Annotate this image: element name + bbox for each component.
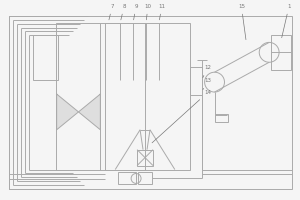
Bar	[138, 172, 152, 184]
Text: 15: 15	[238, 4, 246, 40]
Polygon shape	[79, 94, 100, 130]
Bar	[56, 23, 145, 170]
Bar	[105, 23, 190, 170]
Bar	[214, 114, 229, 122]
Text: 11: 11	[158, 4, 165, 20]
Text: 13: 13	[203, 78, 211, 90]
Bar	[33, 35, 58, 80]
Bar	[9, 16, 292, 189]
Text: 10: 10	[145, 4, 152, 20]
Bar	[190, 67, 202, 95]
Polygon shape	[57, 94, 79, 130]
Text: 1: 1	[282, 4, 291, 38]
Text: 12: 12	[203, 65, 211, 78]
Text: 8: 8	[121, 4, 126, 20]
Text: 9: 9	[134, 4, 138, 20]
Text: 7: 7	[109, 4, 114, 20]
Bar	[118, 172, 136, 184]
Bar	[137, 150, 153, 166]
Text: 14: 14	[152, 90, 211, 143]
Bar	[271, 35, 291, 70]
